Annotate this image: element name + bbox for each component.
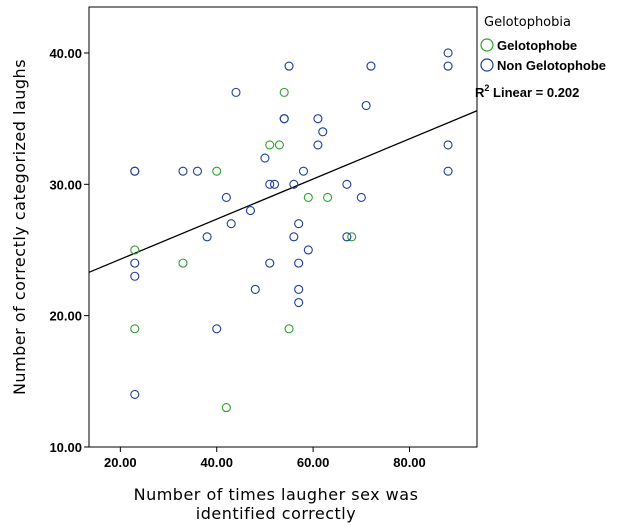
point-non-gelotophobe xyxy=(313,140,323,150)
x-tick-label: 40.00 xyxy=(200,455,233,470)
point-non-gelotophobe xyxy=(294,258,304,268)
x-tick-label: 20.00 xyxy=(104,455,137,470)
point-gelotophobe xyxy=(323,192,333,202)
point-non-gelotophobe xyxy=(366,61,376,71)
legend-label-non-gelotophobe: Non Gelotophobe xyxy=(497,58,606,73)
point-non-gelotophobe xyxy=(356,192,366,202)
y-tick-label: 40.00 xyxy=(49,46,82,61)
legend: Gelotophobia Gelotophobe Non Gelotophobe… xyxy=(475,15,606,100)
point-non-gelotophobe xyxy=(231,87,241,97)
point-non-gelotophobe xyxy=(284,61,294,71)
point-non-gelotophobe xyxy=(260,153,270,163)
x-axis-label-line-2: identified correctly xyxy=(196,504,356,523)
legend-label-gelotophobe: Gelotophobe xyxy=(497,38,577,53)
x-axis-ticks: 20.00 40.00 60.00 80.00 xyxy=(104,447,426,470)
point-non-gelotophobe xyxy=(294,297,304,308)
point-non-gelotophobe xyxy=(294,219,304,229)
point-non-gelotophobe xyxy=(298,166,309,176)
point-non-gelotophobe xyxy=(443,140,453,150)
fit-line-label: R2 Linear = 0.202 xyxy=(475,83,579,100)
point-non-gelotophobe xyxy=(318,127,328,137)
point-non-gelotophobe xyxy=(192,166,202,176)
y-axis-label: Number of correctly categorized laughs xyxy=(10,59,29,395)
plot-area xyxy=(88,6,478,448)
legend-marker-gelotophobe xyxy=(480,38,494,52)
point-non-gelotophobe xyxy=(294,284,304,294)
point-non-gelotophobe xyxy=(265,179,275,189)
point-non-gelotophobe xyxy=(130,271,140,281)
point-gelotophobe xyxy=(279,87,289,97)
point-gelotophobe xyxy=(130,324,140,334)
y-tick-label: 10.00 xyxy=(49,440,82,455)
point-gelotophobe xyxy=(265,140,275,150)
point-non-gelotophobe xyxy=(443,166,453,176)
point-non-gelotophobe xyxy=(221,192,231,202)
point-non-gelotophobe xyxy=(443,48,453,58)
point-non-gelotophobe xyxy=(313,114,323,124)
point-non-gelotophobe xyxy=(289,179,299,189)
y-axis-ticks: 10.00 20.00 30.00 40.00 xyxy=(49,46,89,455)
x-tick-label: 80.00 xyxy=(393,455,426,470)
legend-marker-non-gelotophobe xyxy=(480,58,494,72)
point-non-gelotophobe xyxy=(130,389,140,400)
point-gelotophobe xyxy=(130,245,140,255)
y-tick-label: 20.00 xyxy=(49,309,82,324)
x-tick-label: 60.00 xyxy=(297,455,330,470)
point-non-gelotophobe xyxy=(250,284,260,294)
point-gelotophobe xyxy=(178,258,188,268)
point-non-gelotophobe xyxy=(130,166,140,176)
point-gelotophobe xyxy=(274,140,284,150)
point-non-gelotophobe xyxy=(130,258,140,268)
point-non-gelotophobe xyxy=(279,114,289,124)
point-non-gelotophobe xyxy=(289,232,299,242)
point-non-gelotophobe xyxy=(342,179,352,189)
point-gelotophobe xyxy=(212,166,222,176)
legend-title: Gelotophobia xyxy=(484,15,571,30)
point-non-gelotophobe xyxy=(212,324,222,334)
fit-line xyxy=(88,110,478,273)
fit-line-group xyxy=(88,110,478,273)
point-non-gelotophobe xyxy=(226,219,236,229)
point-gelotophobe xyxy=(347,232,357,242)
point-non-gelotophobe xyxy=(443,61,453,71)
data-points xyxy=(130,48,453,413)
point-gelotophobe xyxy=(284,324,294,334)
point-gelotophobe xyxy=(303,192,313,202)
point-non-gelotophobe xyxy=(265,258,275,268)
point-non-gelotophobe xyxy=(178,166,188,176)
fit-label-suffix: Linear = 0.202 xyxy=(489,85,579,100)
point-non-gelotophobe xyxy=(303,245,313,255)
point-gelotophobe xyxy=(221,403,231,413)
point-non-gelotophobe xyxy=(245,206,256,216)
point-non-gelotophobe xyxy=(270,179,280,189)
fit-label-superscript: 2 xyxy=(484,83,489,93)
point-non-gelotophobe xyxy=(361,100,371,111)
point-non-gelotophobe xyxy=(342,232,352,242)
x-axis-label-line-1: Number of times laugher sex was xyxy=(134,485,419,504)
point-non-gelotophobe xyxy=(202,232,212,242)
fit-label-prefix: R xyxy=(475,85,485,100)
y-tick-label: 30.00 xyxy=(49,177,82,192)
